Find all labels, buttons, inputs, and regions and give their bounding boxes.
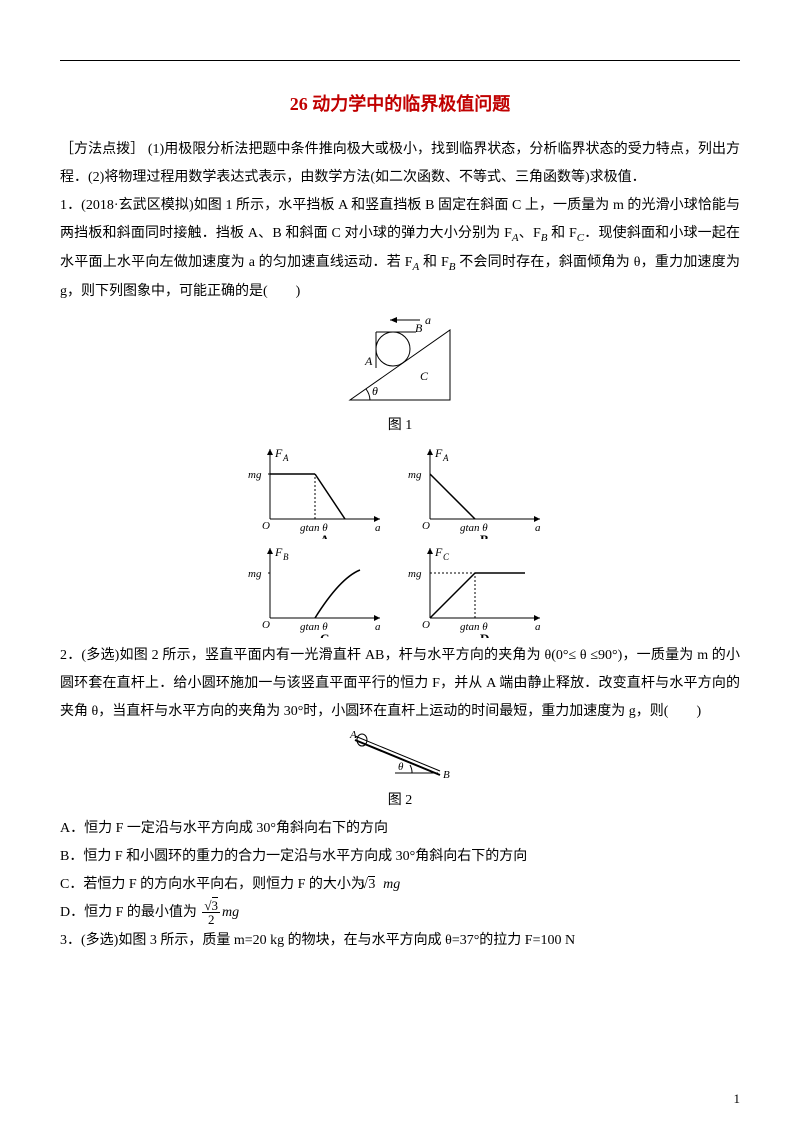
method-body: (1)用极限分析法把题中条件推向极大或极小，找到临界状态，分析临界状态的受力特点… (60, 142, 740, 185)
svg-text:a: a (535, 522, 541, 534)
q2-optD-suf: mg (222, 905, 239, 920)
svg-text:O: O (422, 619, 430, 631)
svg-text:C: C (443, 552, 450, 562)
page-title: 26 动力学中的临界极值问题 (60, 86, 740, 122)
method-label: ［方法点拨］ (60, 142, 144, 157)
fig1-a: a (425, 313, 431, 327)
svg-text:O: O (262, 520, 270, 532)
q2-optC: C．若恒力 F 的方向水平向右，则恒力 F 的大小为 3√mg (60, 871, 740, 899)
svg-text:F: F (434, 446, 443, 460)
fig1-t: θ (372, 384, 378, 398)
q2-optC-val: 3√mg (360, 876, 400, 892)
fb2-sym: F (441, 255, 449, 270)
fb-sym: F (533, 226, 541, 241)
svg-text:a: a (375, 621, 381, 633)
figure-1-label: 图 1 (60, 412, 740, 440)
sub-fb2: B (449, 261, 456, 273)
sub-fc: C (577, 232, 584, 244)
q2-optA: A．恒力 F 一定沿与水平方向成 30°角斜向右下的方向 (60, 815, 740, 843)
q2-optD-pre: D．恒力 F 的最小值为 (60, 905, 197, 920)
sub-fa: A (512, 232, 519, 244)
fig1-C: C (420, 369, 429, 383)
method-hint: ［方法点拨］ (1)用极限分析法把题中条件推向极大或极小，找到临界状态，分析临界… (60, 136, 740, 192)
svg-text:mg: mg (248, 568, 262, 580)
svg-text:B: B (480, 532, 489, 539)
svg-text:A: A (349, 730, 357, 741)
q2-optC-pre: C．若恒力 F 的方向水平向右，则恒力 F 的大小为 (60, 877, 365, 892)
top-rule (60, 60, 740, 61)
fig2-svg: A B θ (340, 730, 460, 785)
svg-text:O: O (422, 520, 430, 532)
svg-text:O: O (262, 619, 270, 631)
figure-1: a A B C θ (60, 310, 740, 410)
q2-optB: B．恒力 F 和小圆环的重力的合力一定沿与水平方向成 30°角斜向右下的方向 (60, 843, 740, 871)
sub-fb: B (541, 232, 548, 244)
svg-text:A: A (442, 453, 449, 463)
q2-optD: D．恒力 F 的最小值为 √3 2 mg (60, 899, 740, 927)
panels-svg-1: FA mg O gtan θ a A FA mg O gtan θ a B (240, 444, 560, 539)
svg-text:F: F (274, 545, 283, 559)
svg-text:D: D (480, 631, 489, 638)
q1-text: 1．(2018·玄武区模拟)如图 1 所示，水平挡板 A 和竖直挡板 B 固定在… (60, 192, 740, 306)
panels-svg-2: FB mg O gtan θ a C FC mg O gtan θ a D (240, 543, 560, 638)
page-number: 1 (734, 1086, 741, 1112)
q2-text: 2．(多选)如图 2 所示，竖直平面内有一光滑直杆 AB，杆与水平方向的夹角为 … (60, 642, 740, 726)
fig1-A: A (364, 354, 373, 368)
svg-text:A: A (320, 532, 330, 539)
svg-text:mg: mg (408, 568, 422, 580)
panels-row2: FB mg O gtan θ a C FC mg O gtan θ a D (60, 543, 740, 638)
svg-text:θ: θ (398, 761, 404, 773)
svg-text:mg: mg (248, 469, 262, 481)
fc-sym: F (569, 226, 577, 241)
svg-text:A: A (282, 453, 289, 463)
svg-text:B: B (283, 552, 289, 562)
svg-text:a: a (535, 621, 541, 633)
q3-text: 3．(多选)如图 3 所示，质量 m=20 kg 的物块，在与水平方向成 θ=3… (60, 927, 740, 955)
figure-2: A B θ (60, 730, 740, 785)
svg-text:B: B (443, 769, 450, 781)
sub-fa2: A (413, 261, 420, 273)
svg-text:mg: mg (408, 469, 422, 481)
svg-text:F: F (434, 545, 443, 559)
fig1-B: B (415, 321, 423, 335)
svg-text:a: a (375, 522, 381, 534)
panels-row1: FA mg O gtan θ a A FA mg O gtan θ a B (60, 444, 740, 539)
svg-text:F: F (274, 446, 283, 460)
svg-text:C: C (320, 631, 329, 638)
figure-2-label: 图 2 (60, 787, 740, 815)
fig1-svg: a A B C θ (330, 310, 470, 410)
q2-optD-frac: √3 2 (202, 899, 220, 926)
